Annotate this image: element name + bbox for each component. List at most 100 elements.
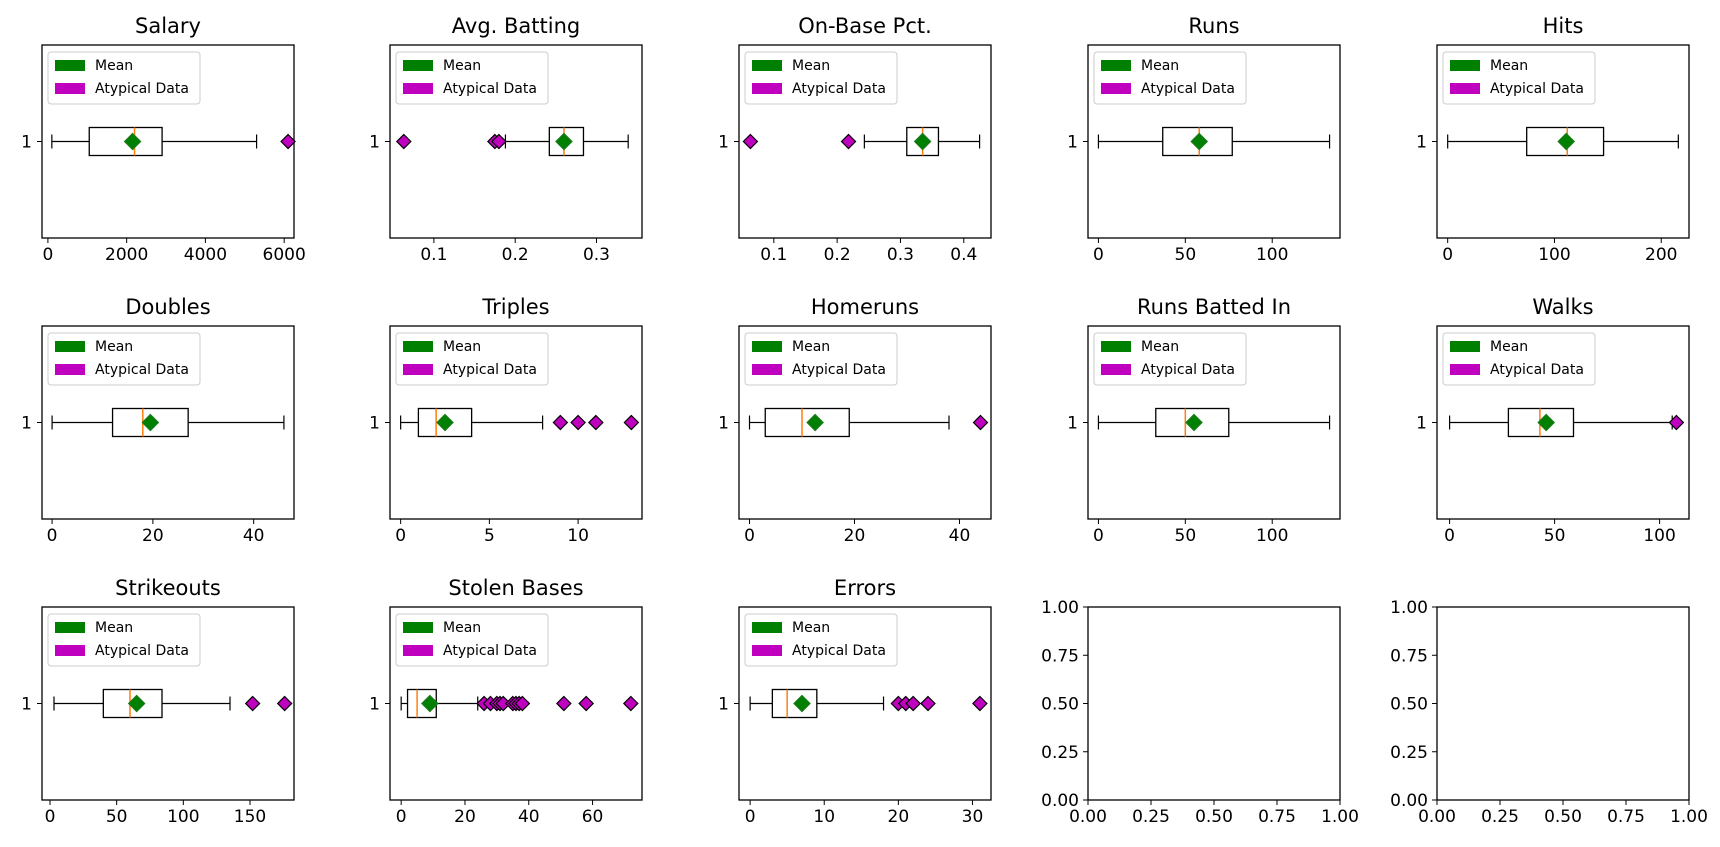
- legend-frame: [1093, 51, 1247, 105]
- legend-frame: [47, 51, 201, 105]
- y-tick-label: 0.50: [1041, 695, 1079, 715]
- x-tick-label: 1.00: [1321, 807, 1359, 827]
- x-tick-label: 0: [396, 807, 407, 827]
- x-tick-label: 100: [1256, 245, 1288, 265]
- outlier-point: [555, 695, 572, 712]
- legend-label-mean: Mean: [792, 339, 830, 355]
- subplot-3: Runs 0 50 100 1 Mean Atypical Data: [1067, 14, 1341, 265]
- iqr-box: [771, 688, 818, 719]
- legend-label-outlier: Atypical Data: [95, 643, 189, 659]
- subplot-title: Triples: [481, 295, 549, 319]
- subplot-6: Triples 0 5 10 1 Mean Atypical Data: [369, 295, 643, 546]
- legend-frame: [395, 332, 549, 386]
- x-tick-label: 0: [1442, 245, 1453, 265]
- legend-swatch-mean: [752, 341, 782, 352]
- legend-label-outlier: Atypical Data: [792, 643, 886, 659]
- legend-swatch-outlier: [1101, 364, 1131, 375]
- legend: Mean Atypical Data: [47, 332, 201, 386]
- mean-marker: [1557, 132, 1576, 151]
- outlier-point: [491, 133, 507, 150]
- mean-marker: [1537, 413, 1556, 432]
- legend-swatch-mean: [55, 622, 85, 633]
- x-tick-label: 6000: [263, 245, 306, 265]
- y-tick-label: 0.25: [1390, 743, 1428, 763]
- y-tick-label: 1.00: [1390, 598, 1428, 618]
- x-tick-label: 4000: [184, 245, 227, 265]
- legend: Mean Atypical Data: [1442, 332, 1596, 386]
- legend-swatch-outlier: [1450, 364, 1480, 375]
- x-tick-label: 50: [1175, 245, 1197, 265]
- mean-marker: [421, 694, 439, 713]
- legend-label-outlier: Atypical Data: [1490, 362, 1584, 378]
- mean-marker: [127, 694, 146, 713]
- mean-marker: [555, 132, 573, 151]
- legend: Mean Atypical Data: [744, 613, 898, 667]
- y-tick-label: 0.75: [1041, 646, 1079, 666]
- legend-label-mean: Mean: [792, 58, 830, 74]
- legend-swatch-outlier: [55, 364, 85, 375]
- x-tick-label: 40: [243, 526, 265, 546]
- x-tick-label: 50: [1544, 526, 1566, 546]
- outlier-point: [244, 695, 261, 712]
- outlier-point: [905, 695, 922, 712]
- legend-label-mean: Mean: [1141, 339, 1179, 355]
- legend-swatch-outlier: [752, 645, 782, 656]
- x-tick-label: 0.75: [1258, 807, 1296, 827]
- subplot-title: Homeruns: [811, 295, 919, 319]
- legend-label-outlier: Atypical Data: [1141, 362, 1235, 378]
- mean-marker: [1185, 413, 1203, 432]
- outlier-point: [276, 695, 293, 712]
- x-tick-label: 0.00: [1069, 807, 1107, 827]
- legend-label-outlier: Atypical Data: [792, 81, 886, 97]
- legend: Mean Atypical Data: [744, 51, 898, 105]
- legend: Mean Atypical Data: [1442, 51, 1596, 105]
- subplot-9: Walks 0 50 100 1 Mean Atypical Data: [1416, 295, 1690, 546]
- legend-frame: [395, 51, 549, 105]
- x-tick-label: 0: [47, 526, 58, 546]
- subplot-10: Strikeouts 0 50 100 150 1 Mean Atypical Data: [21, 576, 295, 827]
- x-tick-label: 0: [1444, 526, 1455, 546]
- legend-swatch-outlier: [403, 364, 433, 375]
- outlier-point: [840, 133, 857, 150]
- y-tick-label: 1.00: [1041, 598, 1079, 618]
- legend-label-outlier: Atypical Data: [443, 81, 537, 97]
- y-tick-label: 1: [369, 695, 380, 715]
- subplot-title: Strikeouts: [115, 576, 221, 600]
- x-tick-label: 10: [813, 807, 835, 827]
- legend-frame: [395, 613, 549, 667]
- legend-swatch-outlier: [1450, 83, 1480, 94]
- legend-frame: [47, 613, 201, 667]
- iqr-box: [764, 407, 850, 438]
- x-tick-label: 30: [962, 807, 984, 827]
- y-tick-label: 1: [718, 695, 729, 715]
- x-tick-label: 0: [395, 526, 406, 546]
- outlier-point: [514, 695, 531, 712]
- mean-marker: [913, 132, 932, 151]
- iqr-box: [1507, 407, 1575, 438]
- x-tick-label: 0.1: [420, 245, 447, 265]
- x-tick-label: 20: [888, 807, 910, 827]
- y-tick-label: 1: [21, 414, 32, 434]
- subplot-4: Hits 0 100 200 1 Mean Atypical Data: [1416, 14, 1690, 265]
- legend-swatch-mean: [55, 341, 85, 352]
- legend-swatch-mean: [1101, 341, 1131, 352]
- outlier-point: [588, 414, 604, 431]
- axes-frame: [1436, 606, 1690, 801]
- subplot-7: Homeruns 0 20 40 1 Mean Atypical Data: [718, 295, 992, 546]
- x-tick-label: 5: [484, 526, 495, 546]
- legend: Mean Atypical Data: [744, 332, 898, 386]
- subplot-title: Errors: [834, 576, 896, 600]
- outlier-point: [972, 414, 989, 431]
- iqr-box: [1155, 407, 1230, 438]
- x-tick-label: 0.50: [1195, 807, 1233, 827]
- outlier-point: [1668, 414, 1685, 431]
- x-tick-label: 0.2: [502, 245, 529, 265]
- legend-frame: [1093, 332, 1247, 386]
- x-tick-label: 40: [949, 526, 971, 546]
- x-tick-label: 0.2: [824, 245, 851, 265]
- x-tick-label: 50: [1175, 526, 1197, 546]
- x-tick-label: 0: [45, 807, 56, 827]
- x-tick-label: 200: [1645, 245, 1677, 265]
- legend-label-outlier: Atypical Data: [443, 643, 537, 659]
